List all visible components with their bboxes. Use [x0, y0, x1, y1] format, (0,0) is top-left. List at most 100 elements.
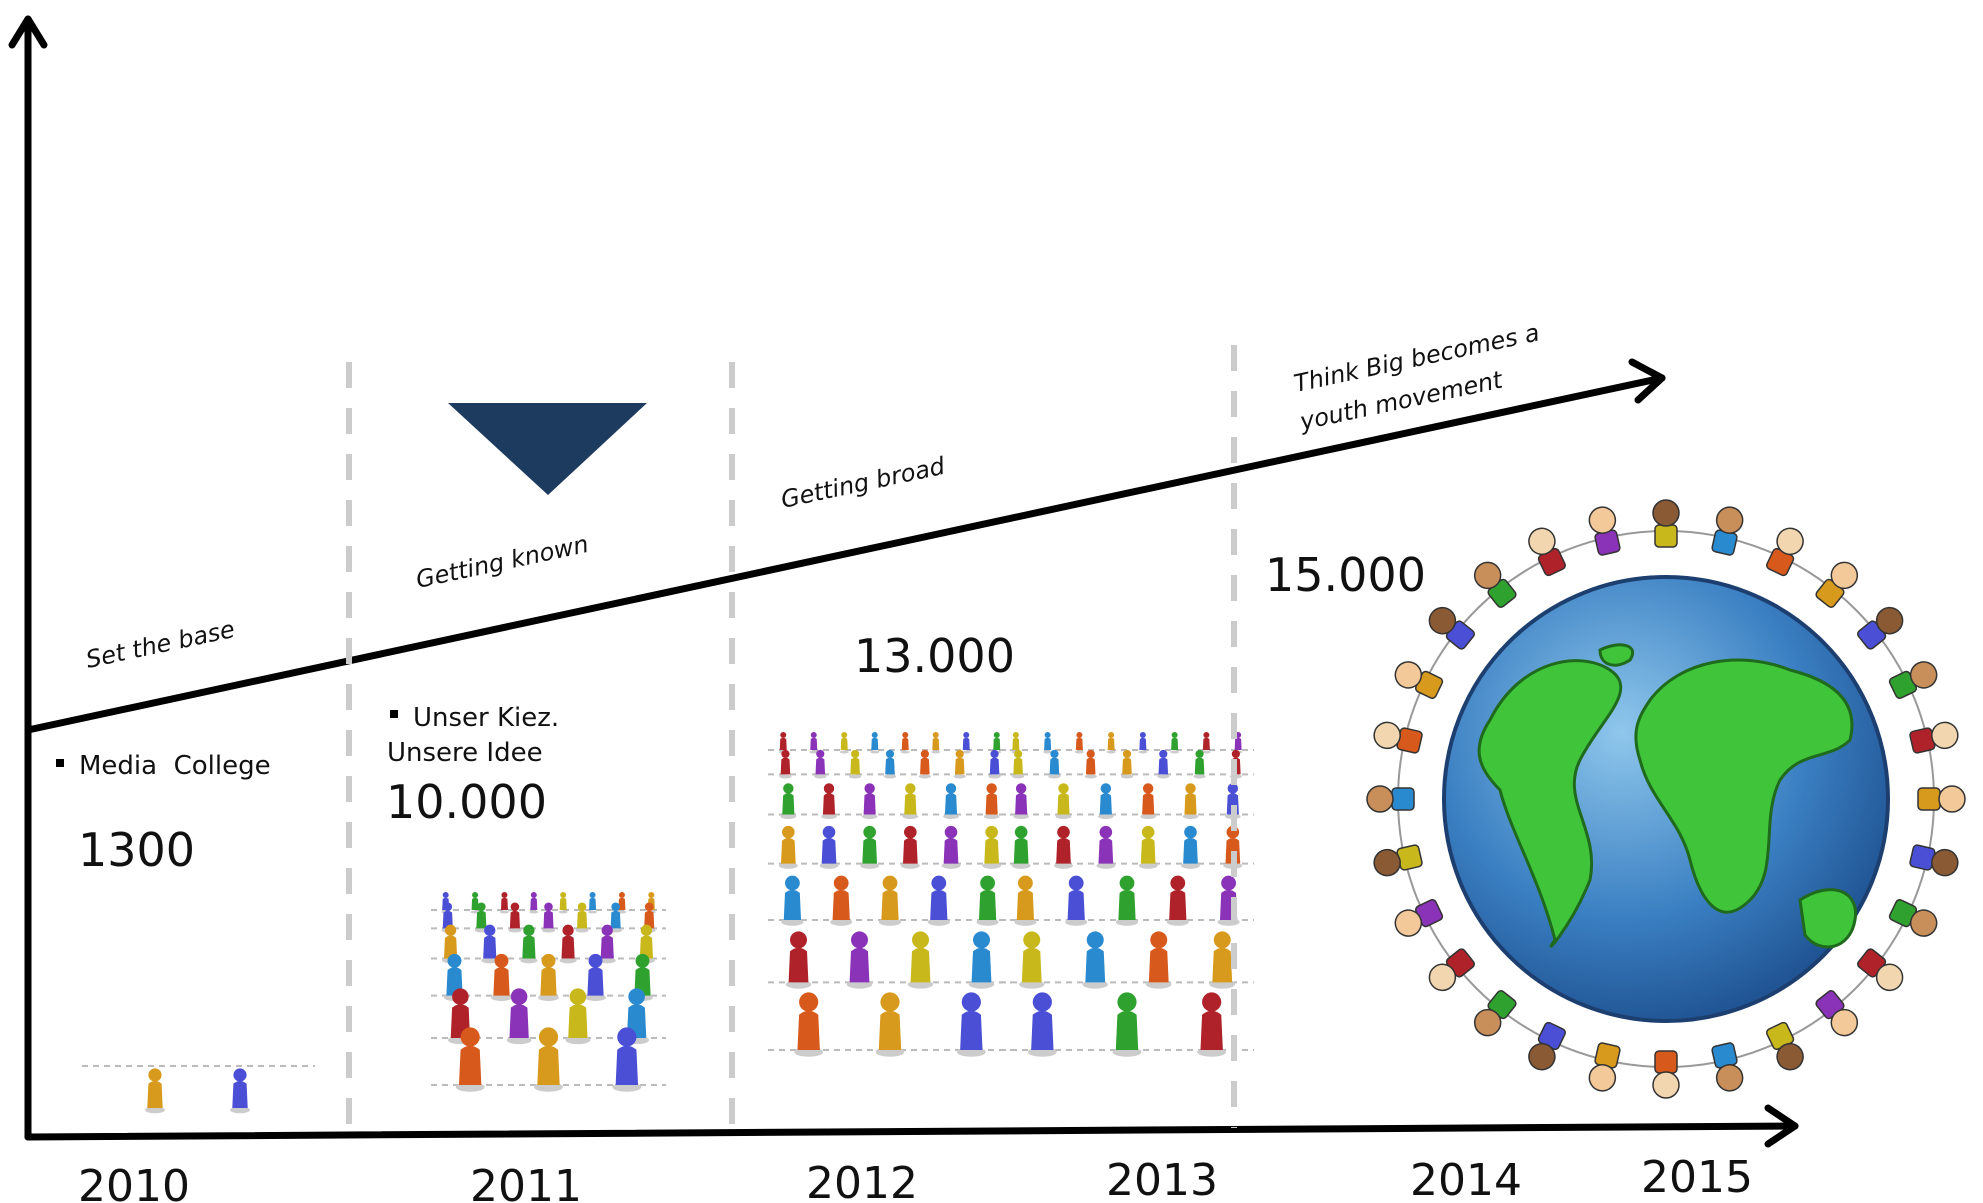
child — [1888, 661, 1938, 699]
participant-count: 1300 — [78, 823, 195, 877]
child — [1652, 499, 1680, 548]
person-head — [1086, 931, 1104, 949]
person — [1170, 732, 1180, 754]
child-head — [1715, 506, 1744, 534]
child-head — [1473, 1008, 1502, 1037]
person — [588, 892, 598, 914]
person-shadow — [870, 750, 880, 754]
person — [953, 749, 966, 779]
x-axis — [24, 1122, 1799, 1141]
person-shadow — [931, 750, 941, 754]
child-head — [1394, 661, 1423, 689]
person — [1055, 783, 1072, 820]
person-body — [444, 935, 458, 959]
person-head — [1119, 875, 1135, 891]
person-body — [954, 757, 965, 775]
child-body — [1594, 529, 1621, 556]
person — [1027, 992, 1057, 1057]
person-body — [458, 1045, 482, 1085]
person-body — [147, 1081, 163, 1108]
person-head — [1203, 732, 1210, 738]
person-head — [1108, 732, 1115, 738]
person-head — [640, 924, 653, 936]
person-body — [1183, 837, 1198, 864]
person — [902, 783, 919, 820]
child-body — [1391, 787, 1415, 811]
person-head — [864, 783, 875, 794]
person-head — [1184, 825, 1197, 839]
person-shadow — [1157, 774, 1170, 779]
person — [821, 783, 837, 820]
person-body — [910, 947, 931, 983]
person-shadow — [821, 813, 837, 820]
person-head — [912, 931, 929, 949]
person-shadow — [1138, 750, 1148, 754]
person-body — [1067, 889, 1085, 921]
person — [559, 924, 577, 964]
phase-label: Getting known — [413, 530, 591, 594]
axes — [8, 15, 1799, 1148]
person-body — [610, 910, 621, 929]
person-body — [530, 897, 538, 910]
person-head — [1015, 783, 1027, 794]
person-body — [1049, 757, 1060, 775]
person-head — [973, 931, 990, 949]
person-shadow — [499, 910, 509, 914]
person-body — [832, 889, 850, 921]
person-body — [1012, 737, 1020, 750]
person-shadow — [1054, 862, 1073, 869]
person-shadow — [883, 774, 897, 779]
person-shadow — [941, 862, 961, 869]
person-head — [538, 1027, 559, 1047]
person-body — [862, 837, 878, 864]
person-head — [628, 988, 645, 1005]
person-head — [785, 875, 800, 891]
person-head — [1202, 992, 1222, 1012]
person-shadow — [585, 994, 606, 1002]
person-body — [1200, 1010, 1223, 1050]
person-body — [634, 967, 651, 996]
project-name: Media College — [79, 751, 271, 781]
person-body — [1075, 737, 1083, 750]
person-head — [530, 892, 537, 898]
participant-count: 13.000 — [854, 629, 1015, 683]
person-head — [1221, 875, 1236, 891]
continent — [1798, 888, 1857, 949]
child-head — [1875, 606, 1904, 635]
project-name: Unsere Idee — [387, 738, 543, 768]
person — [1193, 749, 1206, 779]
person-body — [932, 737, 940, 750]
person-head — [985, 825, 998, 839]
person-body — [1169, 889, 1187, 921]
person-shadow — [927, 918, 950, 926]
person — [907, 931, 934, 989]
person-shadow — [1013, 813, 1029, 820]
person-body — [943, 837, 959, 864]
person-shadow — [1201, 750, 1211, 754]
person-head — [1185, 783, 1196, 794]
person-body — [639, 935, 653, 959]
person-shadow — [918, 774, 932, 779]
person-shadow — [902, 813, 919, 820]
person-shadow — [1193, 774, 1206, 779]
y-arrow — [8, 15, 48, 49]
child-head — [1931, 848, 1959, 877]
child — [1588, 506, 1621, 556]
person-shadow — [1084, 774, 1097, 779]
person-body — [971, 947, 992, 983]
person-body — [644, 910, 655, 929]
person-head — [1099, 825, 1113, 839]
child — [1711, 506, 1744, 556]
person — [878, 875, 902, 926]
person-body — [1148, 947, 1169, 983]
child — [1857, 606, 1904, 650]
person-body — [984, 837, 1000, 864]
person-head — [1195, 749, 1204, 759]
person — [491, 953, 512, 1002]
person-body — [782, 793, 795, 815]
person-shadow — [529, 910, 539, 914]
person — [508, 902, 522, 933]
continent — [1634, 658, 1854, 914]
person-body — [1085, 947, 1106, 983]
person-shadow — [1096, 862, 1116, 869]
